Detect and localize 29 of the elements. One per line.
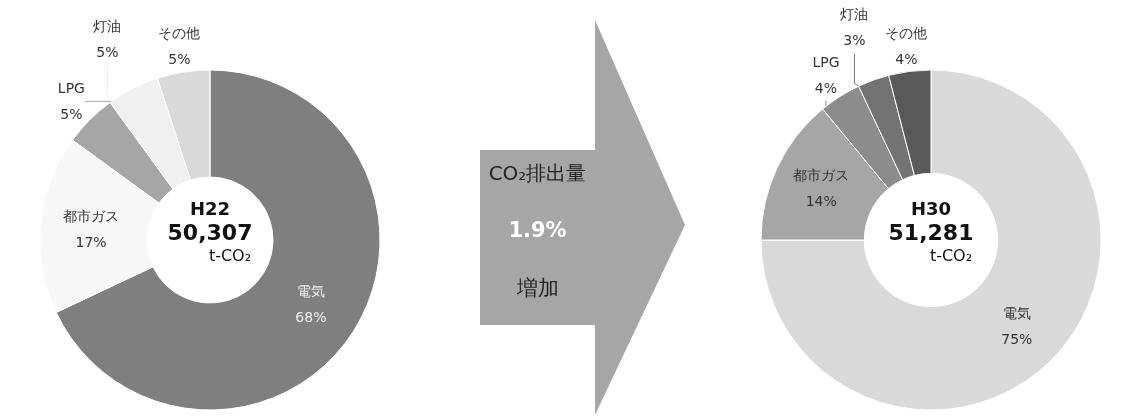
slice-label: 都市ガス — [793, 167, 850, 184]
slice-label: 都市ガス — [63, 207, 120, 224]
text: H30 — [909, 198, 953, 220]
text: H22 — [188, 198, 232, 220]
text: t-CO₂ — [207, 246, 253, 266]
text: 1.9% — [507, 218, 568, 242]
data-label: 17% — [75, 233, 107, 250]
data-label: 5% — [96, 43, 119, 60]
data-label: 68% — [295, 309, 327, 326]
slice-label: LPG — [57, 80, 85, 97]
slice-label: 灯油 — [840, 6, 869, 23]
slice-label: その他 — [885, 24, 928, 41]
data-label: 4% — [814, 79, 838, 96]
slice-label: 電気 — [296, 283, 325, 300]
text: 51,281 — [887, 220, 975, 246]
data-label: 4% — [895, 50, 918, 67]
slice-label: LPG — [812, 53, 840, 70]
data-label: 14% — [805, 193, 837, 210]
text: CO₂排出量 — [487, 160, 588, 187]
text: 50,307 — [166, 220, 254, 246]
data-label: 3% — [843, 32, 866, 49]
slice-label: 灯油 — [93, 17, 122, 34]
slice-label: その他 — [158, 25, 201, 42]
data-label: 75% — [1001, 330, 1033, 347]
data-label: 5% — [168, 51, 191, 68]
slice-label: 電気 — [1002, 304, 1031, 321]
data-label: 5% — [60, 106, 83, 123]
text: 増加 — [515, 275, 560, 302]
text: t-CO₂ — [928, 246, 974, 266]
